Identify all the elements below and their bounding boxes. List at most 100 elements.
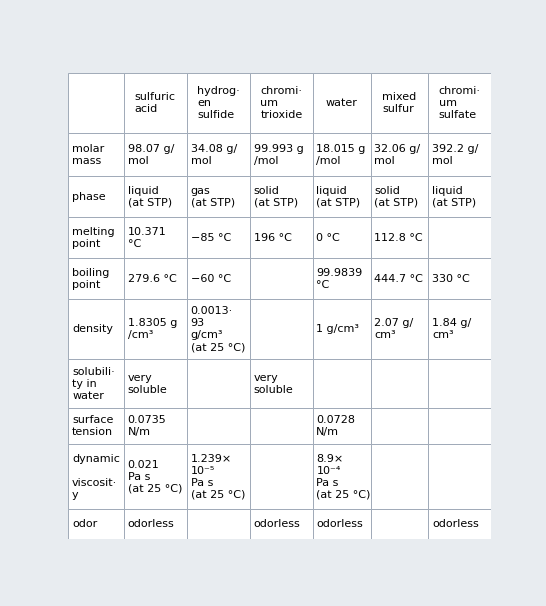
Text: 98.07 g/
mol: 98.07 g/ mol — [128, 144, 174, 165]
Bar — [124, 218, 187, 258]
Text: 34.08 g/
mol: 34.08 g/ mol — [191, 144, 237, 165]
Bar — [250, 176, 313, 218]
Bar — [187, 258, 250, 299]
Text: density: density — [72, 324, 113, 335]
Text: 0.0013·
93
g/cm³
(at 25 °C): 0.0013· 93 g/cm³ (at 25 °C) — [191, 306, 245, 352]
Text: odorless: odorless — [316, 519, 363, 529]
Text: solid
(at STP): solid (at STP) — [254, 186, 298, 208]
Bar — [371, 359, 429, 408]
Text: 1 g/cm³: 1 g/cm³ — [316, 324, 359, 335]
Bar — [371, 218, 429, 258]
Bar — [187, 444, 250, 509]
Text: 1.8305 g
/cm³: 1.8305 g /cm³ — [128, 318, 177, 340]
Bar — [250, 73, 313, 133]
Bar — [250, 509, 313, 539]
Text: 8.9×
10⁻⁴
Pa s
(at 25 °C): 8.9× 10⁻⁴ Pa s (at 25 °C) — [316, 453, 371, 499]
Bar — [371, 299, 429, 359]
Bar — [429, 408, 491, 444]
Text: 2.07 g/
cm³: 2.07 g/ cm³ — [374, 318, 413, 340]
Text: liquid
(at STP): liquid (at STP) — [432, 186, 476, 208]
Text: odorless: odorless — [128, 519, 174, 529]
Bar — [124, 359, 187, 408]
Bar — [429, 444, 491, 509]
Text: 18.015 g
/mol: 18.015 g /mol — [316, 144, 366, 165]
Bar — [313, 509, 371, 539]
Bar — [371, 176, 429, 218]
Text: mixed
sulfur: mixed sulfur — [382, 92, 417, 114]
Bar — [187, 359, 250, 408]
Text: liquid
(at STP): liquid (at STP) — [316, 186, 360, 208]
Bar — [250, 258, 313, 299]
Text: melting
point: melting point — [72, 227, 115, 249]
Bar — [371, 444, 429, 509]
Text: solid
(at STP): solid (at STP) — [374, 186, 418, 208]
Bar — [68, 299, 124, 359]
Bar — [124, 408, 187, 444]
Bar — [68, 408, 124, 444]
Bar — [429, 359, 491, 408]
Bar — [429, 258, 491, 299]
Bar — [250, 133, 313, 176]
Text: 196 °C: 196 °C — [254, 233, 292, 243]
Text: very
soluble: very soluble — [254, 373, 293, 395]
Bar — [429, 73, 491, 133]
Bar — [124, 176, 187, 218]
Text: −85 °C: −85 °C — [191, 233, 231, 243]
Bar — [371, 258, 429, 299]
Bar — [371, 133, 429, 176]
Bar — [429, 176, 491, 218]
Bar — [68, 258, 124, 299]
Text: hydrog·
en
sulfide: hydrog· en sulfide — [197, 85, 240, 120]
Text: gas
(at STP): gas (at STP) — [191, 186, 235, 208]
Bar — [187, 509, 250, 539]
Bar — [187, 133, 250, 176]
Text: 444.7 °C: 444.7 °C — [374, 274, 423, 284]
Text: 0 °C: 0 °C — [316, 233, 340, 243]
Bar — [124, 73, 187, 133]
Text: 112.8 °C: 112.8 °C — [374, 233, 423, 243]
Text: 99.993 g
/mol: 99.993 g /mol — [254, 144, 304, 165]
Text: −60 °C: −60 °C — [191, 274, 231, 284]
Bar — [68, 509, 124, 539]
Text: odor: odor — [72, 519, 97, 529]
Bar — [187, 299, 250, 359]
Text: 0.0728
N/m: 0.0728 N/m — [316, 415, 355, 437]
Text: 0.021
Pa s
(at 25 °C): 0.021 Pa s (at 25 °C) — [128, 459, 182, 493]
Bar — [187, 408, 250, 444]
Bar — [68, 73, 124, 133]
Text: molar
mass: molar mass — [72, 144, 104, 165]
Text: 330 °C: 330 °C — [432, 274, 470, 284]
Text: boiling
point: boiling point — [72, 268, 110, 290]
Bar — [313, 258, 371, 299]
Bar — [313, 218, 371, 258]
Bar — [68, 444, 124, 509]
Text: 0.0735
N/m: 0.0735 N/m — [128, 415, 167, 437]
Text: 10.371
°C: 10.371 °C — [128, 227, 167, 249]
Bar — [68, 359, 124, 408]
Text: 1.239×
10⁻⁵
Pa s
(at 25 °C): 1.239× 10⁻⁵ Pa s (at 25 °C) — [191, 453, 245, 499]
Bar — [371, 509, 429, 539]
Bar — [313, 408, 371, 444]
Text: 279.6 °C: 279.6 °C — [128, 274, 176, 284]
Bar — [371, 73, 429, 133]
Bar — [68, 133, 124, 176]
Text: 32.06 g/
mol: 32.06 g/ mol — [374, 144, 420, 165]
Bar — [313, 73, 371, 133]
Bar — [250, 408, 313, 444]
Bar — [429, 299, 491, 359]
Bar — [371, 408, 429, 444]
Bar — [313, 359, 371, 408]
Bar — [124, 509, 187, 539]
Text: water: water — [326, 98, 358, 108]
Bar — [313, 133, 371, 176]
Bar — [68, 176, 124, 218]
Bar — [250, 444, 313, 509]
Bar — [250, 218, 313, 258]
Bar — [250, 359, 313, 408]
Bar — [429, 218, 491, 258]
Bar — [187, 73, 250, 133]
Text: liquid
(at STP): liquid (at STP) — [128, 186, 171, 208]
Bar — [124, 258, 187, 299]
Bar — [124, 133, 187, 176]
Text: odorless: odorless — [254, 519, 300, 529]
